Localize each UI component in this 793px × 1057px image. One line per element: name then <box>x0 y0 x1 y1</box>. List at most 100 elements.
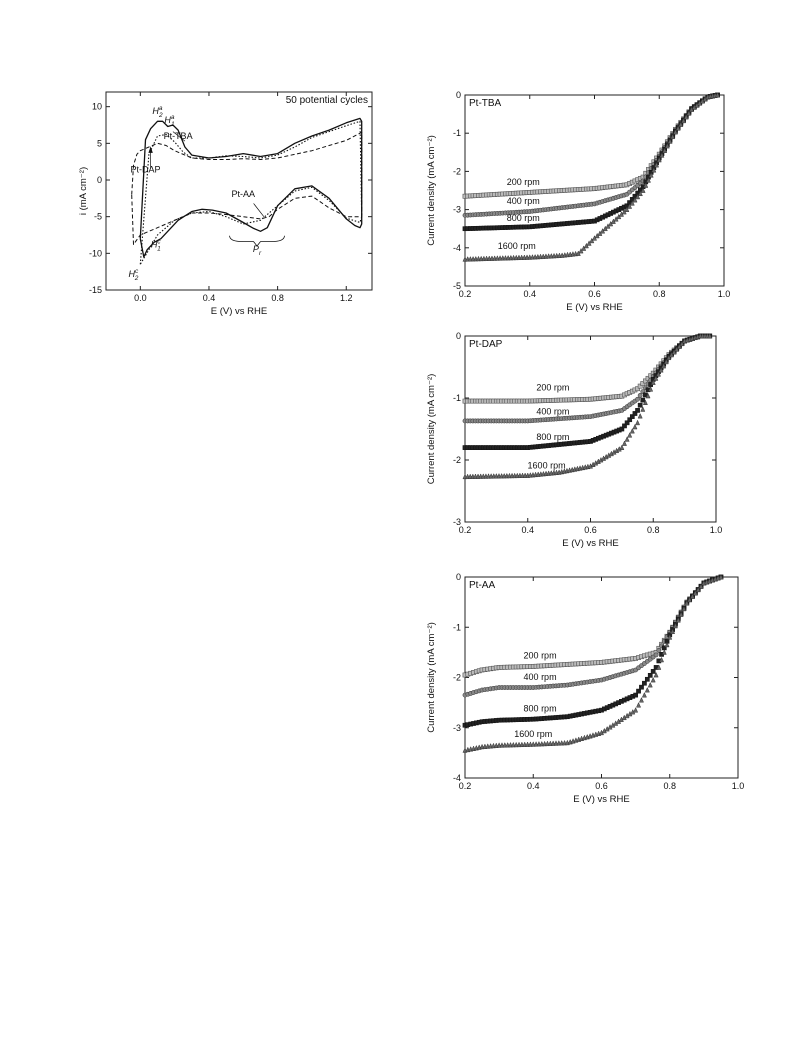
cv-ytick-label: 0 <box>97 175 102 185</box>
label-800-rpm: 800 rpm <box>536 432 569 442</box>
data-point <box>637 393 643 398</box>
label-1600-rpm: 1600 rpm <box>514 729 552 739</box>
annotation-pt-dap: Pt-DAP <box>130 165 160 175</box>
pt-dap-xtick-label: 0.8 <box>647 525 660 535</box>
data-point <box>654 161 660 168</box>
series-pt-aa <box>131 131 363 245</box>
pt-aa-xtick-label: 1.0 <box>732 781 745 791</box>
data-point <box>653 671 659 678</box>
label-1600-rpm: 1600 rpm <box>528 461 566 471</box>
cv-xtick-label: 1.2 <box>340 293 353 303</box>
data-point <box>695 586 701 593</box>
data-point <box>648 172 654 178</box>
pt-tba-xtick-label: 0.2 <box>459 289 472 299</box>
data-point <box>650 669 656 674</box>
series-1600-rpm <box>462 332 713 480</box>
data-point <box>664 641 670 648</box>
data-point <box>664 142 670 149</box>
data-point <box>642 399 648 405</box>
pt-aa-ytick-label: -4 <box>453 773 461 783</box>
pt-dap-xtick-label: 0.2 <box>459 525 472 535</box>
annotation-hc1: Hc 1 <box>151 238 162 252</box>
data-point <box>715 91 721 98</box>
data-point <box>635 419 641 426</box>
cv-xtick-label: 0.4 <box>203 293 216 303</box>
data-point <box>632 196 638 203</box>
label-200-rpm: 200 rpm <box>507 177 540 187</box>
data-point <box>637 190 643 197</box>
data-point <box>635 386 640 392</box>
data-point <box>636 702 642 708</box>
data-point <box>636 688 641 694</box>
pt-dap-xtick-label: 0.6 <box>584 525 597 535</box>
pt-dap-xlabel: E (V) vs RHE <box>562 538 618 549</box>
pt-aa-title: Pt-AA <box>469 580 495 591</box>
data-point <box>678 121 684 127</box>
data-point <box>707 332 713 339</box>
pt-tba-ytick-label: -2 <box>453 166 461 176</box>
data-point <box>698 583 704 589</box>
series-pt-tba <box>139 117 363 258</box>
data-point <box>648 386 654 392</box>
data-point <box>675 617 681 623</box>
data-point <box>672 622 678 629</box>
data-point <box>632 411 638 416</box>
data-point <box>674 346 680 352</box>
pt-dap-xtick-label: 0.4 <box>521 525 534 535</box>
cv-xtick-label: 0.0 <box>134 293 147 303</box>
data-point <box>640 406 646 412</box>
data-point <box>656 156 662 163</box>
pt-aa-xtick-label: 0.8 <box>663 781 676 791</box>
data-point <box>670 133 676 140</box>
pt-aa-xtick-label: 0.2 <box>459 781 472 791</box>
data-point <box>635 408 640 413</box>
pt-dap-ytick-label: -1 <box>453 393 461 403</box>
data-point <box>635 396 640 402</box>
annotation-pr: Pr <box>253 244 262 257</box>
pt-aa-xtick-label: 0.4 <box>527 781 540 791</box>
pt-tba-xtick-label: 1.0 <box>718 289 731 299</box>
data-point <box>667 138 673 144</box>
data-point <box>632 423 638 430</box>
data-point <box>663 358 669 365</box>
data-point <box>642 680 647 686</box>
data-point <box>637 412 643 419</box>
data-point <box>659 656 665 663</box>
pt-tba-xtick-label: 0.6 <box>588 289 601 299</box>
data-point <box>679 340 685 347</box>
data-point <box>683 113 689 120</box>
data-point <box>627 203 633 209</box>
pt-aa-ytick-label: -1 <box>453 622 461 632</box>
pt-aa-ytick-label: -3 <box>453 723 461 733</box>
pt-tba-title: Pt-TBA <box>469 98 502 109</box>
pt-aa-leader <box>253 203 265 217</box>
cv-frame <box>105 91 373 291</box>
data-point <box>643 182 649 188</box>
data-point <box>624 436 630 442</box>
data-point <box>718 573 724 580</box>
pt-aa-ytick-label: -2 <box>453 673 461 683</box>
data-point <box>624 206 630 212</box>
pt-tba-ytick-label: -5 <box>453 281 461 291</box>
data-point <box>640 397 646 403</box>
pt-dap-panel: 0.2 0.4 0.6 0.8 1.0 -3 -2 -1 0 E (V) vs RHE Curren… <box>426 331 722 549</box>
data-point <box>684 600 690 606</box>
cv-ytick-label: 10 <box>92 102 102 112</box>
data-point <box>661 649 667 655</box>
data-point <box>692 589 698 596</box>
pt-tba-xtick-label: 0.8 <box>653 289 666 299</box>
cv-ytick-label: -10 <box>89 248 102 258</box>
pt-dap-ytick-label: 0 <box>456 331 461 341</box>
cv-ytick-label: -5 <box>94 212 102 222</box>
data-point <box>650 379 656 385</box>
pt-aa-ytick-label: 0 <box>456 572 461 582</box>
data-point <box>681 117 687 124</box>
pt-tba-ytick-label: 0 <box>456 90 461 100</box>
series-400-rpm <box>462 92 720 218</box>
data-point <box>687 596 693 603</box>
data-point <box>690 593 695 599</box>
pt-tba-xlabel: E (V) vs RHE <box>566 302 622 313</box>
data-point <box>647 672 653 678</box>
data-point <box>662 147 668 153</box>
data-point <box>638 697 644 703</box>
